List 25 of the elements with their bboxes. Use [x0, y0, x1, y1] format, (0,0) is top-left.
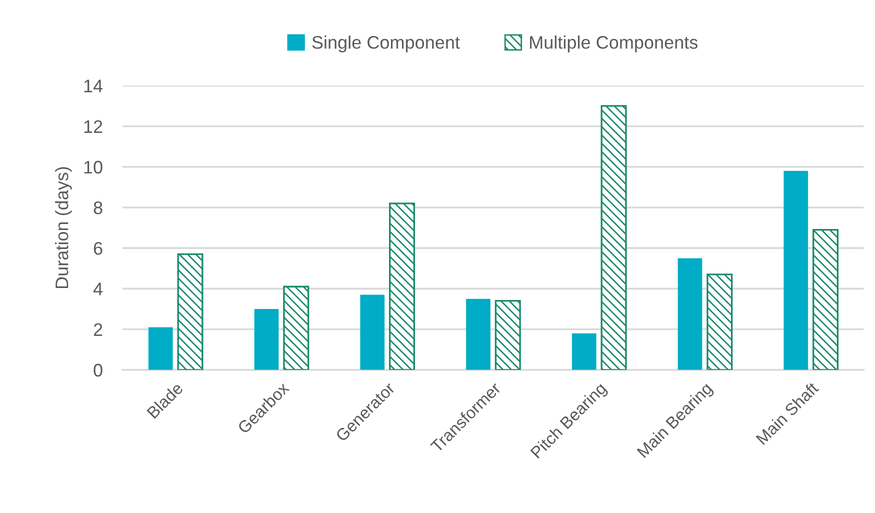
- bar: [784, 170, 808, 370]
- bar: [812, 228, 839, 370]
- bar: [148, 327, 173, 370]
- bar: [389, 202, 416, 370]
- legend-label: Multiple Components: [530, 36, 698, 52]
- bar: [572, 333, 596, 370]
- y-tick-label: 0: [94, 364, 102, 377]
- bar: [360, 294, 385, 370]
- y-tick-label: 4: [93, 282, 103, 296]
- legend-label: Single Component: [312, 36, 460, 52]
- bar: [706, 274, 733, 370]
- bar: [177, 253, 204, 370]
- y-tick-label: 6: [94, 242, 102, 255]
- y-tick-label: 8: [94, 201, 102, 214]
- bar: [254, 308, 279, 370]
- bar: [494, 300, 521, 370]
- y-tick-label: 10: [84, 160, 102, 174]
- y-axis-title: Duration (days): [55, 167, 72, 288]
- bar: [600, 105, 627, 370]
- bar: [678, 258, 702, 370]
- bar: [466, 298, 490, 370]
- y-tick-label: 2: [94, 323, 102, 336]
- y-tick-label: 12: [84, 120, 102, 133]
- y-tick-label: 14: [84, 80, 103, 92]
- bar: [283, 286, 310, 370]
